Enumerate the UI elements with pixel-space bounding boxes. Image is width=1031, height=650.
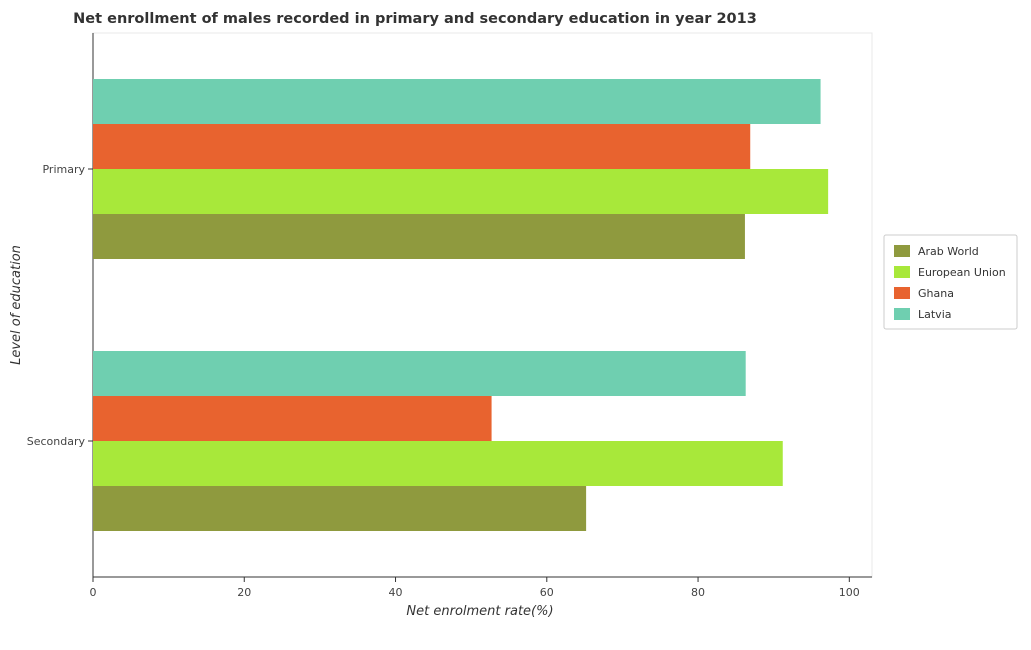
x-tick-label: 60 [540, 586, 554, 599]
y-axis-label: Level of education [9, 245, 24, 365]
bar [93, 79, 821, 124]
bar [93, 169, 828, 214]
legend-swatch [894, 308, 910, 320]
bar [93, 124, 750, 169]
bar [93, 486, 586, 531]
bars-group [93, 79, 828, 531]
x-tick-label: 100 [839, 586, 860, 599]
legend-swatch [894, 266, 910, 278]
bar [93, 396, 492, 441]
x-ticks-group: 0 20 40 60 80 100 [90, 577, 860, 599]
y-ticks-group: Primary Secondary [27, 163, 93, 448]
legend-label: Arab World [918, 245, 979, 258]
bar [93, 441, 783, 486]
x-tick-label: 0 [90, 586, 97, 599]
x-tick-label: 80 [691, 586, 705, 599]
legend-label: Latvia [918, 308, 952, 321]
y-tick-label: Secondary [27, 435, 86, 448]
bar [93, 351, 746, 396]
y-tick-label: Primary [42, 163, 85, 176]
legend-swatch [894, 287, 910, 299]
x-tick-label: 20 [237, 586, 251, 599]
legend-swatch [894, 245, 910, 257]
legend: Arab World European Union Ghana Latvia [884, 235, 1017, 329]
legend-label: Ghana [918, 287, 954, 300]
chart-title: Net enrollment of males recorded in prim… [73, 11, 757, 27]
x-axis-label: Net enrolment rate(%) [406, 604, 553, 619]
bar [93, 214, 745, 259]
x-tick-label: 40 [389, 586, 403, 599]
legend-label: European Union [918, 266, 1006, 279]
